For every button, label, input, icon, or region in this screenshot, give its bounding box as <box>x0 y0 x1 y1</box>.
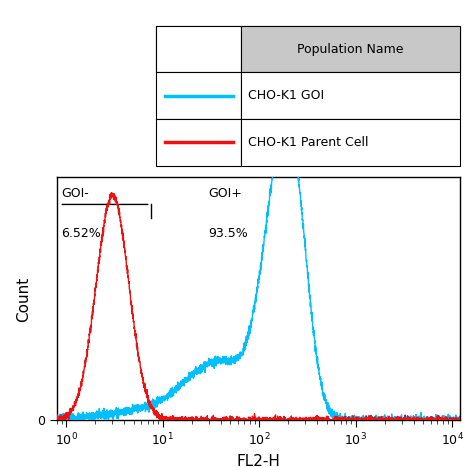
Text: 6.52%: 6.52% <box>61 227 100 240</box>
Text: Population Name: Population Name <box>297 42 404 56</box>
Text: CHO-K1 Parent Cell: CHO-K1 Parent Cell <box>248 136 369 149</box>
Y-axis label: Count: Count <box>17 276 31 321</box>
Text: GOI+: GOI+ <box>209 187 243 200</box>
Text: CHO-K1 GOI: CHO-K1 GOI <box>248 89 325 102</box>
Text: 93.5%: 93.5% <box>209 227 248 240</box>
Text: GOI-: GOI- <box>61 187 89 200</box>
X-axis label: FL2-H: FL2-H <box>237 454 280 467</box>
